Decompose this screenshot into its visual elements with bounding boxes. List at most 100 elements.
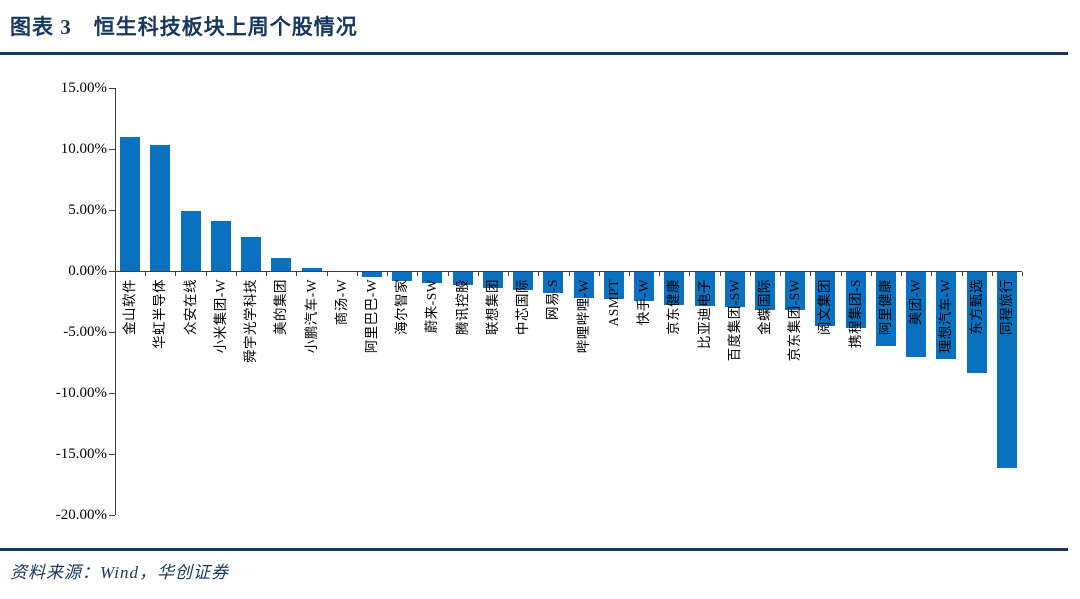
x-axis-tick — [478, 272, 479, 276]
category-label: 百度集团-SW — [727, 279, 742, 362]
x-axis-tick — [357, 272, 358, 276]
category-label: 小米集团-W — [213, 279, 228, 354]
bar — [150, 145, 170, 271]
category-label: 哔哩哔哩-W — [576, 279, 591, 354]
y-axis-tick — [109, 88, 115, 89]
bar — [483, 272, 503, 288]
bar — [695, 272, 715, 306]
x-axis-tick — [175, 272, 176, 276]
x-axis-tick — [236, 272, 237, 276]
bar — [543, 272, 563, 293]
category-label: 商汤-W — [334, 279, 349, 326]
x-axis-tick — [1022, 272, 1023, 276]
bar — [302, 268, 322, 271]
x-axis-tick — [145, 272, 146, 276]
y-axis-label: 5.00% — [68, 202, 107, 218]
y-axis-label: -15.00% — [55, 446, 107, 462]
bar — [876, 272, 896, 346]
bar — [846, 272, 866, 328]
y-axis-label: 15.00% — [60, 80, 107, 96]
x-axis-tick — [659, 272, 660, 276]
bar — [967, 272, 987, 373]
category-label: 阿里健康 — [878, 279, 893, 335]
bar — [997, 272, 1017, 468]
bar — [120, 137, 140, 271]
category-label: 快手-W — [636, 279, 651, 326]
x-axis-tick — [629, 272, 630, 276]
category-label: 携程集团-S — [848, 279, 863, 349]
x-axis-tick — [538, 272, 539, 276]
category-label: 阅文集团 — [817, 279, 832, 335]
bar — [664, 272, 684, 305]
bar — [906, 272, 926, 357]
x-axis-tick — [417, 272, 418, 276]
category-label: 舜宇光学科技 — [243, 279, 258, 363]
y-axis-label: -20.00% — [55, 507, 107, 523]
bar — [785, 272, 805, 310]
x-axis-tick — [599, 272, 600, 276]
footer-divider — [0, 548, 1068, 551]
bar — [725, 272, 745, 307]
y-axis-label: 0.00% — [68, 263, 107, 279]
source-note: 资料来源：Wind，华创证券 — [10, 563, 229, 582]
category-label: 理想汽车-W — [938, 279, 953, 354]
category-label: 华虹半导体 — [152, 279, 167, 349]
category-label: 同程旅行 — [999, 279, 1014, 335]
category-label: 美的集团 — [273, 279, 288, 335]
x-axis-tick — [750, 272, 751, 276]
y-axis-tick — [109, 149, 115, 150]
page-title: 图表 3 恒生科技板块上周个股情况 — [10, 15, 358, 39]
y-axis-line — [115, 88, 116, 515]
category-label: 蔚来-SW — [424, 279, 439, 334]
category-label: 东方甄选 — [969, 279, 984, 335]
y-axis-tick — [109, 515, 115, 516]
x-axis-tick — [871, 272, 872, 276]
x-axis-tick — [266, 272, 267, 276]
bar — [936, 272, 956, 359]
y-axis-tick — [109, 332, 115, 333]
x-axis-tick — [992, 272, 993, 276]
y-axis-tick — [109, 393, 115, 394]
x-axis-tick — [689, 272, 690, 276]
x-axis-zero-line — [115, 271, 1022, 272]
x-axis-tick — [901, 272, 902, 276]
category-label: 腾讯控股 — [455, 279, 470, 335]
bar — [362, 272, 382, 277]
bar — [604, 272, 624, 299]
x-axis-tick — [296, 272, 297, 276]
x-axis-tick — [206, 272, 207, 276]
category-label: 众安在线 — [183, 279, 198, 335]
y-axis-tick — [109, 210, 115, 211]
x-axis-tick — [841, 272, 842, 276]
y-axis-tick — [109, 454, 115, 455]
category-label: 联想集团 — [485, 279, 500, 335]
bar — [453, 272, 473, 285]
category-label: 阿里巴巴-W — [364, 279, 379, 354]
category-label: 金蝶国际 — [757, 279, 772, 335]
bar — [181, 211, 201, 271]
x-axis-tick — [720, 272, 721, 276]
bar — [574, 272, 594, 298]
bar — [211, 221, 231, 271]
category-label: 京东集团-SW — [787, 279, 802, 362]
category-label: 金山软件 — [122, 279, 137, 335]
category-label: 海尔智家 — [394, 279, 409, 335]
category-label: 美团-W — [908, 279, 923, 326]
category-label: 网易-S — [545, 279, 560, 321]
x-axis-tick — [569, 272, 570, 276]
bar — [271, 258, 291, 271]
category-label: 中芯国际 — [515, 279, 530, 335]
x-axis-tick — [448, 272, 449, 276]
bar — [392, 272, 412, 281]
bar — [634, 272, 654, 301]
y-axis-label: -5.00% — [63, 324, 107, 340]
y-axis-tick — [109, 271, 115, 272]
x-axis-tick — [810, 272, 811, 276]
category-label: 比亚迪电子 — [697, 279, 712, 349]
x-axis-tick — [387, 272, 388, 276]
x-axis-tick — [780, 272, 781, 276]
x-axis-tick — [962, 272, 963, 276]
bar — [755, 272, 775, 310]
bar — [422, 272, 442, 283]
